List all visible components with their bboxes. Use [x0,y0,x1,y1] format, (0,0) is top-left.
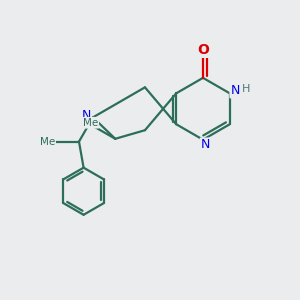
Text: O: O [197,43,209,57]
Text: N: N [201,139,210,152]
Text: N: N [230,85,240,98]
Text: Me: Me [40,137,55,147]
Text: N: N [82,110,91,122]
Text: Me: Me [83,118,98,128]
Text: H: H [242,84,250,94]
